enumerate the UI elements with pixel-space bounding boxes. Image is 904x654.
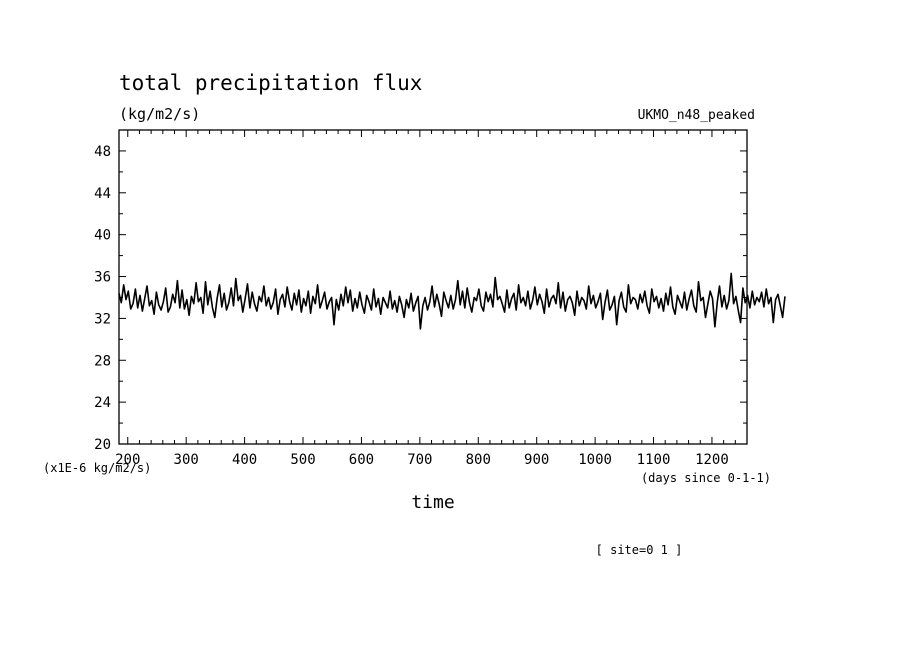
x-axis-label: time [411,492,454,513]
x-units-label: (days since 0-1-1) [641,471,771,485]
x-tick-label: 400 [232,452,257,468]
chart-title: total precipitation flux [119,71,422,95]
y-tick-label: 28 [94,353,111,369]
y-tick-label: 24 [94,395,111,411]
y-tick-label: 20 [94,437,111,453]
x-tick-label: 1200 [695,452,729,468]
y-tick-label: 44 [94,186,111,202]
y-scale-label: (x1E-6 kg/m2/s) [43,461,151,475]
units-label: (kg/m2/s) [119,105,200,123]
x-axis: 200 300 400 500 600 700 800 900 1000 1100 1200 [115,130,748,468]
x-tick-label: 700 [407,452,432,468]
y-axis: 20 24 28 32 36 40 44 48 [94,129,747,453]
x-tick-label: 600 [349,452,374,468]
y-tick-label: 36 [94,270,111,286]
y-tick-label: 32 [94,311,111,327]
x-tick-label: 300 [174,452,199,468]
x-tick-label: 900 [524,452,549,468]
x-tick-label: 1000 [578,452,612,468]
x-tick-label: 500 [290,452,315,468]
y-tick-label: 48 [94,144,111,160]
y-tick-label: 40 [94,228,111,244]
x-tick-label: 1100 [637,452,671,468]
x-tick-label: 800 [466,452,491,468]
plot-frame [118,129,748,445]
series-line [118,272,786,330]
x-tick-label: 200 [115,452,140,468]
site-label: [ site=0 1 ] [596,543,683,557]
series-layer [118,272,786,330]
model-label: UKMO_n48_peaked [638,108,755,123]
